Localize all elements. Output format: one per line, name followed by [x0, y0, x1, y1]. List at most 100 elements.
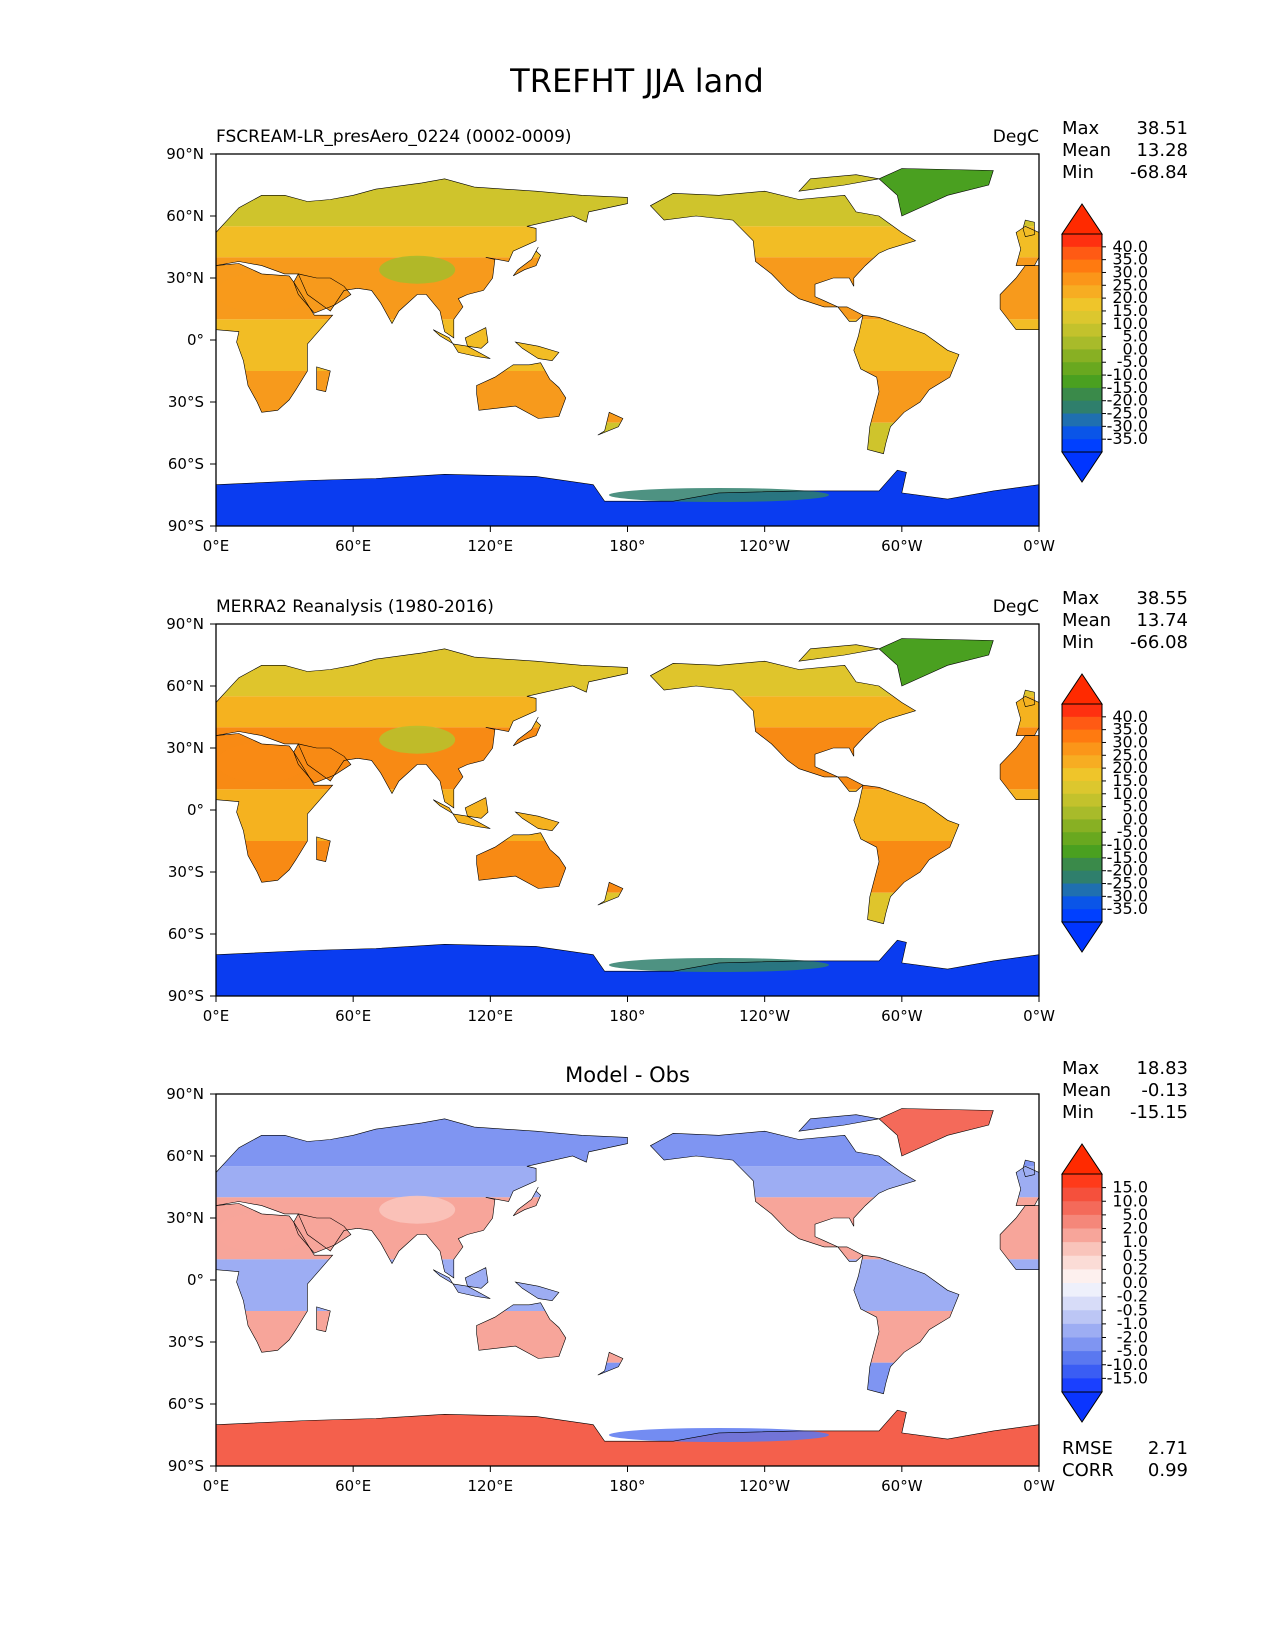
colorbar-tick-label: 5.0 [1123, 1205, 1148, 1224]
map-area [216, 154, 1039, 526]
colorbar-segment [1062, 426, 1102, 440]
colorbar-segment [1062, 729, 1102, 743]
colorbar-tick-label: 5.0 [1123, 797, 1148, 816]
coastline-new-zealand [597, 881, 624, 906]
colorbar-tick-label: -15.0 [1107, 1368, 1148, 1387]
y-tick-label: 30°N [166, 269, 204, 287]
coastline-uk [1022, 1159, 1035, 1178]
colorbar-over-arrow [1061, 203, 1103, 235]
x-tick-label: 120°W [739, 1007, 790, 1025]
coastline-eurasia [216, 1118, 628, 1279]
colorbar-tick-label: -20.0 [1107, 861, 1148, 880]
coastline-antarctica [216, 469, 1039, 526]
coastline-africa [216, 263, 334, 413]
colorbar: 40.035.030.025.020.015.010.05.00.0-5.0-1… [1061, 203, 1148, 483]
y-tick-label: 60°S [168, 1395, 204, 1413]
antarctica [216, 470, 1039, 526]
y-tick-label: 60°N [166, 1147, 204, 1165]
panel-obs: MERRA2 Reanalysis (1980-2016) DegC 0°E 60°E… [166, 588, 1188, 1025]
colorbar-segment [1062, 832, 1102, 846]
coastline-antarctica [216, 1409, 1039, 1466]
x-tick-label: 0°W [1023, 537, 1055, 555]
x-tick-label: 60°E [335, 537, 371, 555]
coastline-africa [216, 733, 334, 883]
colorbar-segment [1062, 1283, 1102, 1298]
coastline-n-america [649, 1130, 917, 1262]
y-tick-label: 90°N [166, 145, 204, 163]
antarctica-coast-shading [608, 958, 829, 972]
coastline-indonesia [432, 329, 491, 359]
stat-value-max: 38.51 [1136, 118, 1188, 139]
colorbar-segment [1062, 870, 1102, 885]
stat-label-min: Min [1062, 1102, 1094, 1123]
colorbar-segment [1062, 349, 1102, 363]
map-area [216, 624, 1039, 996]
colorbar-segment [1062, 259, 1102, 273]
coastline-arctic-is [798, 1114, 880, 1132]
y-tick-label: 30°N [166, 739, 204, 757]
colorbar-segment [1062, 1242, 1102, 1257]
colorbar-tick-label: -30.0 [1107, 886, 1148, 905]
colorbar: 40.035.030.025.020.015.010.05.00.0-5.0-1… [1061, 673, 1148, 953]
stat-value-min: -68.84 [1130, 162, 1188, 183]
colorbar-tick-label: -0.2 [1117, 1287, 1148, 1306]
stat-label-min: Min [1062, 632, 1094, 653]
greenland [878, 168, 994, 217]
colorbar-tick-label: -2.0 [1117, 1328, 1148, 1347]
y-tick-label: 0° [187, 1271, 204, 1289]
colorbar-segment [1062, 298, 1102, 312]
sahara-region [216, 1212, 307, 1253]
greenland [878, 638, 994, 687]
coastline-borneo [464, 1267, 489, 1289]
colorbar-tick-label: -25.0 [1107, 404, 1148, 423]
colorbar-tick-label: -0.5 [1117, 1300, 1148, 1319]
colorbar-segment [1062, 845, 1102, 859]
coastline-indonesia [432, 799, 491, 829]
coastline-japan [512, 1186, 541, 1217]
colorbar-segment [1062, 704, 1102, 718]
colorbar-tick-label: 20.0 [1112, 758, 1148, 777]
colorbar-segment [1062, 883, 1102, 897]
coastline-madagascar [316, 1306, 331, 1333]
colorbar-under-arrow [1061, 1391, 1103, 1423]
colorbar-tick-label: -15.0 [1107, 378, 1148, 397]
colorbar-frame [1061, 703, 1103, 923]
colorbar-segment [1062, 896, 1102, 910]
y-tick-label: 90°N [166, 615, 204, 633]
x-tick-label: 120°E [468, 537, 514, 555]
colorbar-tick-label: 15.0 [1112, 301, 1148, 320]
coastline-africa-w [999, 265, 1039, 330]
colorbar-segment [1062, 246, 1102, 261]
y-tick-label: 30°S [168, 863, 204, 881]
colorbar-segment [1062, 1337, 1102, 1352]
panels: FSCREAM-LR_presAero_0224 (0002-0009) DegC… [166, 118, 1188, 1495]
colorbar-tick-label: -25.0 [1107, 874, 1148, 893]
panel-diff: Model - Obs 0°E 60°E 120°E 180° 120°W 60°W 0°W 9… [166, 1058, 1188, 1495]
y-tick-label: 30°S [168, 393, 204, 411]
colorbar-segment [1062, 857, 1102, 872]
y-tick-label: 90°N [166, 1085, 204, 1103]
coastline-australia [476, 832, 567, 889]
panel-left-title: FSCREAM-LR_presAero_0224 (0002-0009) [216, 127, 572, 147]
coastline-new-guinea [514, 1281, 560, 1302]
colorbar-tick-label: 35.0 [1112, 720, 1148, 739]
antarctica-coast-shading [608, 1428, 829, 1442]
coastline-europe-w [1015, 1165, 1039, 1206]
stat-label-max: Max [1062, 588, 1100, 609]
colorbar-segment [1062, 716, 1102, 731]
colorbar-segment [1062, 1323, 1102, 1338]
colorbar-tick-label: 25.0 [1112, 275, 1148, 294]
stat-value-corr: 0.99 [1148, 1460, 1188, 1481]
coastline-s-america [853, 1254, 960, 1395]
map-area [216, 1094, 1039, 1466]
colorbar-tick-label: 10.0 [1112, 1191, 1148, 1210]
coastline-new-guinea [514, 341, 560, 362]
colorbar-tick-label: 0.0 [1123, 809, 1148, 828]
colorbar-segment [1062, 780, 1102, 795]
colorbar-tick-label: 0.5 [1123, 1246, 1148, 1265]
colorbar-segment [1062, 768, 1102, 782]
colorbar-tick-label: 10.0 [1112, 784, 1148, 803]
colorbar-segment [1062, 1310, 1102, 1325]
stat-label-max: Max [1062, 1058, 1100, 1079]
plateau-region [379, 725, 456, 754]
